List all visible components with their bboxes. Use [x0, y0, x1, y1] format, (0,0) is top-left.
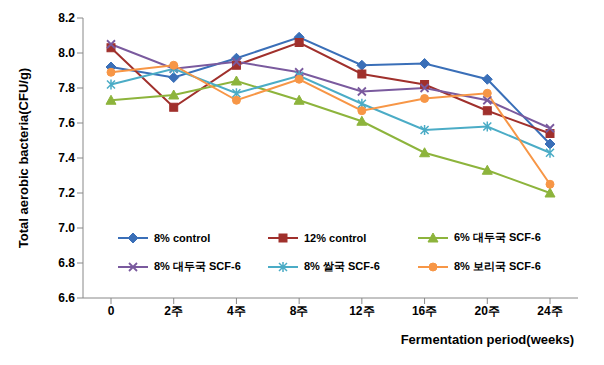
html-text:12% control: 12% control [304, 231, 367, 244]
svg-text:7.2: 7.2 [58, 186, 75, 200]
svg-text:Fermentation period(weeks): Fermentation period(weeks) [401, 332, 574, 347]
svg-text:Total aerobic bacteria(CFU/g): Total aerobic bacteria(CFU/g) [16, 68, 31, 248]
svg-text:0: 0 [108, 304, 115, 318]
svg-text:6.6: 6.6 [58, 291, 75, 305]
svg-text:6.8: 6.8 [58, 256, 75, 270]
svg-text:7.0: 7.0 [58, 221, 75, 235]
html-text:8% 보리국 SCF-6: 8% 보리국 SCF-6 [454, 260, 541, 272]
svg-text:20주: 20주 [475, 304, 500, 318]
svg-text:7.6: 7.6 [58, 116, 75, 130]
svg-text:8.0: 8.0 [58, 46, 75, 60]
svg-text:24주: 24주 [537, 304, 562, 318]
svg-text:16주: 16주 [412, 304, 437, 318]
html-text:8% 대두국 SCF-6: 8% 대두국 SCF-6 [154, 260, 241, 272]
svg-text:7.8: 7.8 [58, 81, 75, 95]
svg-text:7.4: 7.4 [58, 151, 75, 165]
svg-text:2주: 2주 [164, 304, 183, 318]
svg-text:8주: 8주 [290, 304, 309, 318]
html-text:8% control: 8% control [154, 231, 211, 244]
html-text:8% 쌀국 SCF-6: 8% 쌀국 SCF-6 [304, 260, 380, 272]
svg-text:12주: 12주 [349, 304, 374, 318]
svg-text:4주: 4주 [227, 304, 246, 318]
svg-text:8.2: 8.2 [58, 11, 75, 25]
html-text:6% 대두국 SCF-6: 6% 대두국 SCF-6 [454, 231, 541, 243]
